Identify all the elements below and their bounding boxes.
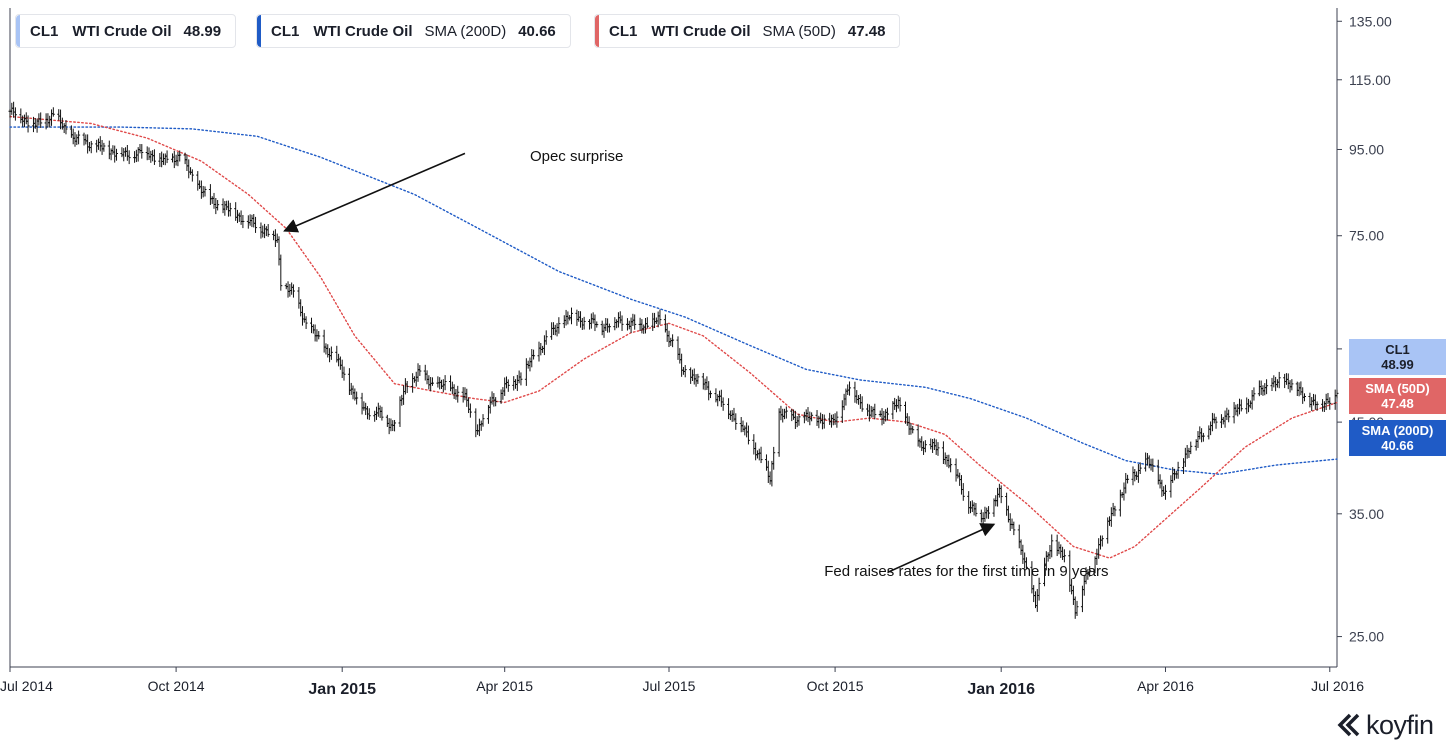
price-tag-label: SMA (50D) <box>1365 381 1430 396</box>
x-tick-label: Oct 2014 <box>148 678 205 694</box>
annotations: Opec surprise Fed raises rates for the fi… <box>283 148 1109 580</box>
y-tick-label: 135.00 <box>1349 13 1392 29</box>
koyfin-chevron-icon <box>1337 713 1360 737</box>
price-tag-value: 48.99 <box>1381 357 1414 372</box>
chart-frame <box>9 8 1338 668</box>
ohlc-price-bars <box>8 101 1339 619</box>
annotation-fed-raises-rates: Fed raises rates for the first time in 9… <box>824 563 1108 580</box>
legend-indicator: SMA (200D) <box>424 22 507 40</box>
legend-value: 47.48 <box>847 22 886 40</box>
legend-value: 48.99 <box>183 22 222 40</box>
legend-color-swatch <box>595 15 599 47</box>
x-tick-label: Jan 2015 <box>308 681 376 698</box>
y-tick-label: 115.00 <box>1349 72 1391 88</box>
legend-symbol: CL1 <box>30 22 59 40</box>
y-tick-label: 35.00 <box>1349 506 1384 522</box>
y-tick-label: 75.00 <box>1349 228 1384 244</box>
sma-50d-path <box>9 115 1338 559</box>
x-tick-label: Apr 2015 <box>476 678 533 694</box>
legend-cl1-sma50[interactable]: CL1 WTI Crude Oil SMA (50D) 47.48 <box>594 14 901 48</box>
annotation-arrow <box>283 152 466 233</box>
sma-50d-line <box>9 115 1338 559</box>
price-tag-label: SMA (200D) <box>1361 423 1434 438</box>
annotation-arrow <box>887 523 996 574</box>
legend-color-swatch <box>16 15 20 47</box>
y-tick-label: 25.00 <box>1349 629 1384 645</box>
legend-symbol: CL1 <box>609 22 638 40</box>
legend-cl1-sma200[interactable]: CL1 WTI Crude Oil SMA (200D) 40.66 <box>256 14 571 48</box>
x-tick-label: Oct 2015 <box>807 678 864 694</box>
legend-instrument-name: WTI Crude Oil <box>313 22 413 40</box>
axes: 135.00115.0095.0075.0055.0045.0035.0025.… <box>0 13 1392 698</box>
legend-color-swatch <box>257 15 261 47</box>
legend-value: 40.66 <box>518 22 556 40</box>
koyfin-logo: koyfin <box>1336 708 1434 742</box>
price-tag-cl1: CL1 48.99 <box>1349 339 1446 375</box>
legend-instrument-name: WTI Crude Oil <box>72 22 172 40</box>
x-tick-label: Apr 2016 <box>1137 678 1194 694</box>
koyfin-logo-text: koyfin <box>1366 709 1434 740</box>
price-tag-sma200: SMA (200D) 40.66 <box>1349 420 1446 456</box>
sma-200d-line <box>9 126 1338 476</box>
price-tag-value: 40.66 <box>1381 438 1414 453</box>
price-tag-label: CL1 <box>1385 342 1410 357</box>
x-tick-label: Jan 2016 <box>967 681 1035 698</box>
legend-indicator: SMA (50D) <box>762 22 836 40</box>
annotation-opec-surprise: Opec surprise <box>530 148 623 165</box>
legend-cl1-price[interactable]: CL1 WTI Crude Oil 48.99 <box>15 14 237 48</box>
x-tick-label: Jul 2015 <box>643 678 696 694</box>
y-tick-label: 95.00 <box>1349 141 1384 157</box>
price-tag-sma50: SMA (50D) 47.48 <box>1349 378 1446 414</box>
x-tick-label: Jul 2014 <box>0 678 53 694</box>
price-tag-value: 47.48 <box>1381 396 1414 411</box>
legend-instrument-name: WTI Crude Oil <box>651 22 751 40</box>
x-tick-label: Jul 2016 <box>1311 678 1364 694</box>
sma-200d-path <box>9 126 1338 476</box>
legend-symbol: CL1 <box>271 22 300 40</box>
